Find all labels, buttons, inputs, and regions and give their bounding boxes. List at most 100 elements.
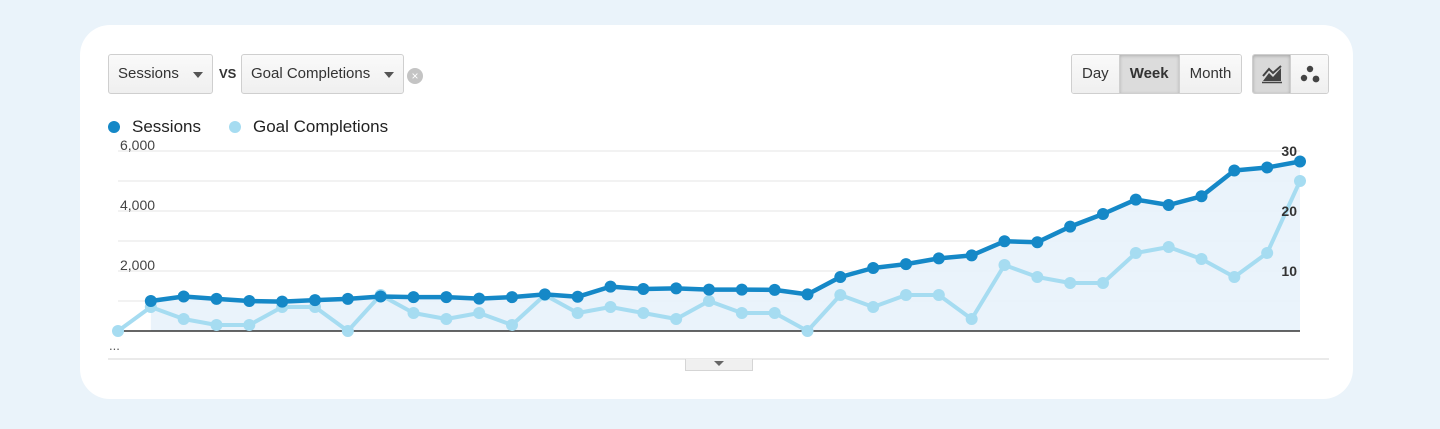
vs-label: VS <box>219 66 237 81</box>
goal-completions-point <box>867 301 880 313</box>
metric-select-compare[interactable]: Goal Completions <box>241 54 404 94</box>
goal-completions-point <box>1031 271 1044 283</box>
granularity-toggle: Day Week Month <box>1071 54 1243 94</box>
sessions-point <box>538 288 551 301</box>
sessions-point <box>144 295 157 307</box>
goal-completions-point <box>571 307 584 319</box>
sessions-point <box>637 283 650 295</box>
y-left-tick-label: 2,000 <box>120 257 155 273</box>
sessions-point <box>768 283 781 296</box>
sessions-point <box>243 295 256 307</box>
sessions-point <box>998 235 1011 248</box>
legend-label-goal-completions: Goal Completions <box>252 117 389 136</box>
goal-completions-point <box>703 295 715 307</box>
chart-view-toggle <box>1252 54 1329 94</box>
sessions-point <box>177 290 190 303</box>
sessions-point <box>1064 220 1077 233</box>
goal-completions-point <box>440 313 453 325</box>
goal-completions-point <box>1162 241 1175 253</box>
goal-completions-point <box>506 319 518 331</box>
month-button[interactable]: Month <box>1179 55 1242 93</box>
sessions-point <box>867 262 880 274</box>
sessions-point <box>900 258 912 271</box>
goal-completions-point <box>177 313 190 325</box>
more-options-ellipsis[interactable]: ... <box>109 338 120 353</box>
expand-chart-button[interactable] <box>685 359 753 371</box>
sessions-point <box>965 249 978 262</box>
metric-select-primary[interactable]: Sessions <box>108 54 213 94</box>
sessions-point <box>1162 199 1175 211</box>
y-left-tick-label: 4,000 <box>120 197 155 213</box>
goal-completions-point <box>834 289 847 301</box>
motion-chart-view-button[interactable] <box>1291 55 1328 93</box>
chart-card: Sessions VS Goal Completions × Day Week … <box>80 25 1353 399</box>
chevron-down-icon <box>384 72 394 78</box>
goal-completions-point <box>341 325 354 337</box>
sessions-point <box>571 290 584 303</box>
y-right-tick-label: 20 <box>1281 203 1297 219</box>
goal-completions-point <box>604 301 617 313</box>
goal-completions-point <box>112 325 124 337</box>
goal-completions-point <box>210 319 223 331</box>
sessions-point <box>1097 208 1109 220</box>
sessions-area <box>150 161 1300 331</box>
metric-select-compare-label: Goal Completions <box>251 65 371 82</box>
y-right-tick-label: 30 <box>1281 143 1297 159</box>
sessions-point <box>1294 155 1306 168</box>
sessions-point <box>440 291 453 304</box>
day-button[interactable]: Day <box>1072 55 1120 93</box>
goal-completions-point <box>1228 271 1241 283</box>
goal-completions-point <box>1064 277 1077 289</box>
sessions-point <box>604 280 617 293</box>
goal-completions-point <box>407 307 420 319</box>
goal-completions-point <box>932 289 945 301</box>
goal-completions-point <box>1195 253 1208 265</box>
line-chart: 2,000 4,000 6,000 10 20 30 <box>108 137 1329 360</box>
sessions-point <box>506 291 518 304</box>
sessions-point <box>309 294 321 307</box>
legend-item-sessions[interactable]: Sessions <box>108 117 201 137</box>
sessions-point <box>1228 164 1241 177</box>
clear-compare-icon[interactable]: × <box>407 68 423 84</box>
sessions-point <box>374 290 387 303</box>
sessions-point <box>1129 193 1142 206</box>
goal-completions-point <box>473 307 486 319</box>
goal-completions-point <box>1261 247 1274 259</box>
sessions-point <box>407 291 420 304</box>
week-button[interactable]: Week <box>1119 55 1180 93</box>
sessions-point <box>703 283 715 296</box>
line-chart-icon <box>1261 65 1282 84</box>
goal-completions-point <box>801 325 814 337</box>
goal-completions-point <box>965 313 978 325</box>
chart-legend: Sessions Goal Completions <box>108 117 416 137</box>
legend-item-goal-completions[interactable]: Goal Completions <box>228 117 389 137</box>
sessions-point <box>1031 236 1044 249</box>
line-chart-view-button[interactable] <box>1253 55 1291 93</box>
goal-completions-point <box>900 289 912 301</box>
y-left-tick-label: 6,000 <box>120 137 155 153</box>
sessions-point <box>670 282 683 295</box>
motion-chart-icon <box>1300 65 1319 83</box>
goal-completions-point <box>998 259 1011 271</box>
sessions-point <box>341 292 354 305</box>
metric-select-primary-label: Sessions <box>118 65 179 82</box>
sessions-point <box>1261 161 1274 174</box>
sessions-point <box>834 271 847 283</box>
legend-dot-goal-completions <box>228 121 241 133</box>
chevron-down-icon <box>714 361 724 366</box>
goal-completions-point <box>670 313 683 325</box>
goal-completions-point <box>637 307 650 319</box>
sessions-point <box>473 292 486 305</box>
sessions-point <box>801 288 814 301</box>
y-right-tick-label: 10 <box>1281 263 1297 279</box>
goal-completions-point <box>1294 175 1306 187</box>
sessions-point <box>932 252 945 265</box>
sessions-point <box>1195 190 1208 203</box>
sessions-point <box>276 295 289 308</box>
chevron-down-icon <box>193 72 203 78</box>
goal-completions-point <box>735 307 748 319</box>
goal-completions-point <box>243 319 256 331</box>
goal-completions-point <box>1097 277 1109 289</box>
legend-dot-sessions <box>108 121 120 133</box>
legend-label-sessions: Sessions <box>132 117 201 136</box>
